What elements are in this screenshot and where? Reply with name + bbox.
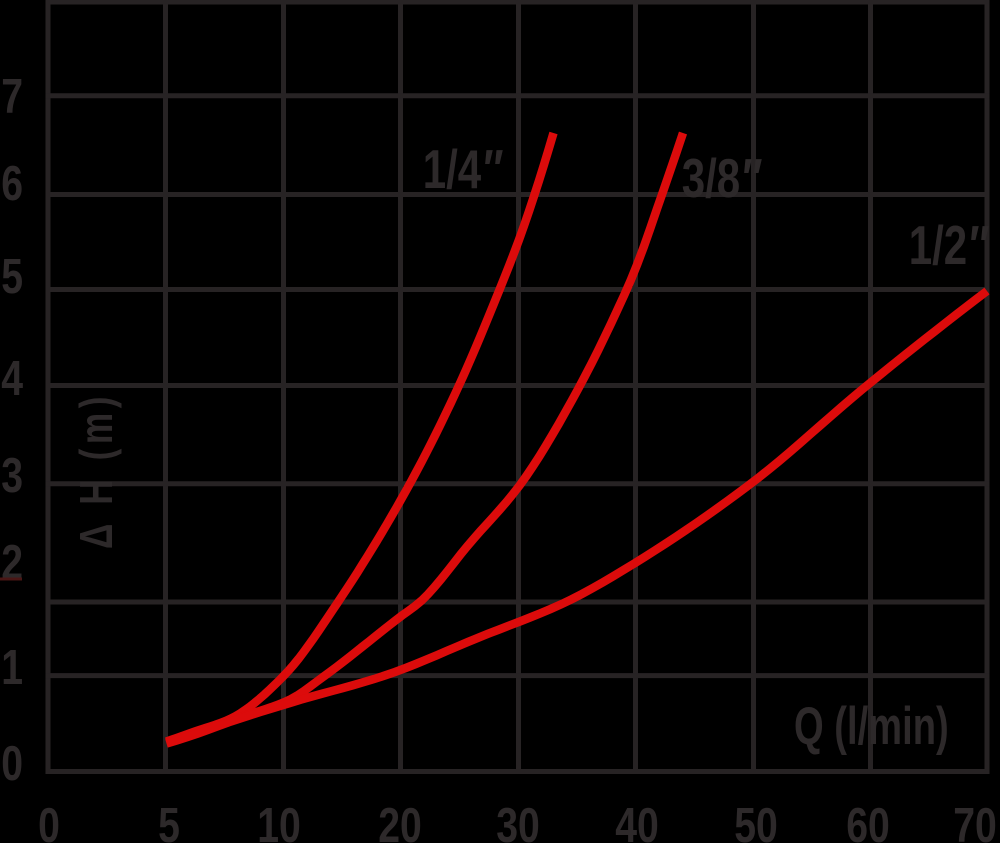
svg-text:3: 3: [1, 449, 23, 503]
svg-text:0: 0: [38, 799, 60, 843]
svg-text:20: 20: [378, 799, 422, 843]
svg-text:2: 2: [1, 536, 23, 590]
svg-text:1/2″: 1/2″: [909, 216, 990, 277]
svg-text:Δ H (m): Δ H (m): [70, 392, 122, 549]
svg-text:50: 50: [734, 799, 778, 843]
svg-text:0: 0: [1, 737, 23, 791]
svg-text:30: 30: [496, 799, 540, 843]
svg-text:40: 40: [615, 799, 659, 843]
svg-text:4: 4: [1, 352, 23, 406]
svg-text:1/4″: 1/4″: [423, 140, 504, 201]
svg-text:1: 1: [1, 641, 23, 695]
svg-text:5: 5: [1, 250, 23, 304]
svg-text:6: 6: [1, 157, 23, 211]
svg-text:Q (l/min): Q (l/min): [794, 696, 949, 756]
svg-text:60: 60: [846, 799, 890, 843]
svg-text:70: 70: [953, 799, 997, 843]
svg-text:7: 7: [1, 70, 23, 124]
svg-text:5: 5: [158, 799, 180, 843]
svg-text:10: 10: [257, 799, 301, 843]
svg-text:3/8″: 3/8″: [682, 149, 763, 210]
